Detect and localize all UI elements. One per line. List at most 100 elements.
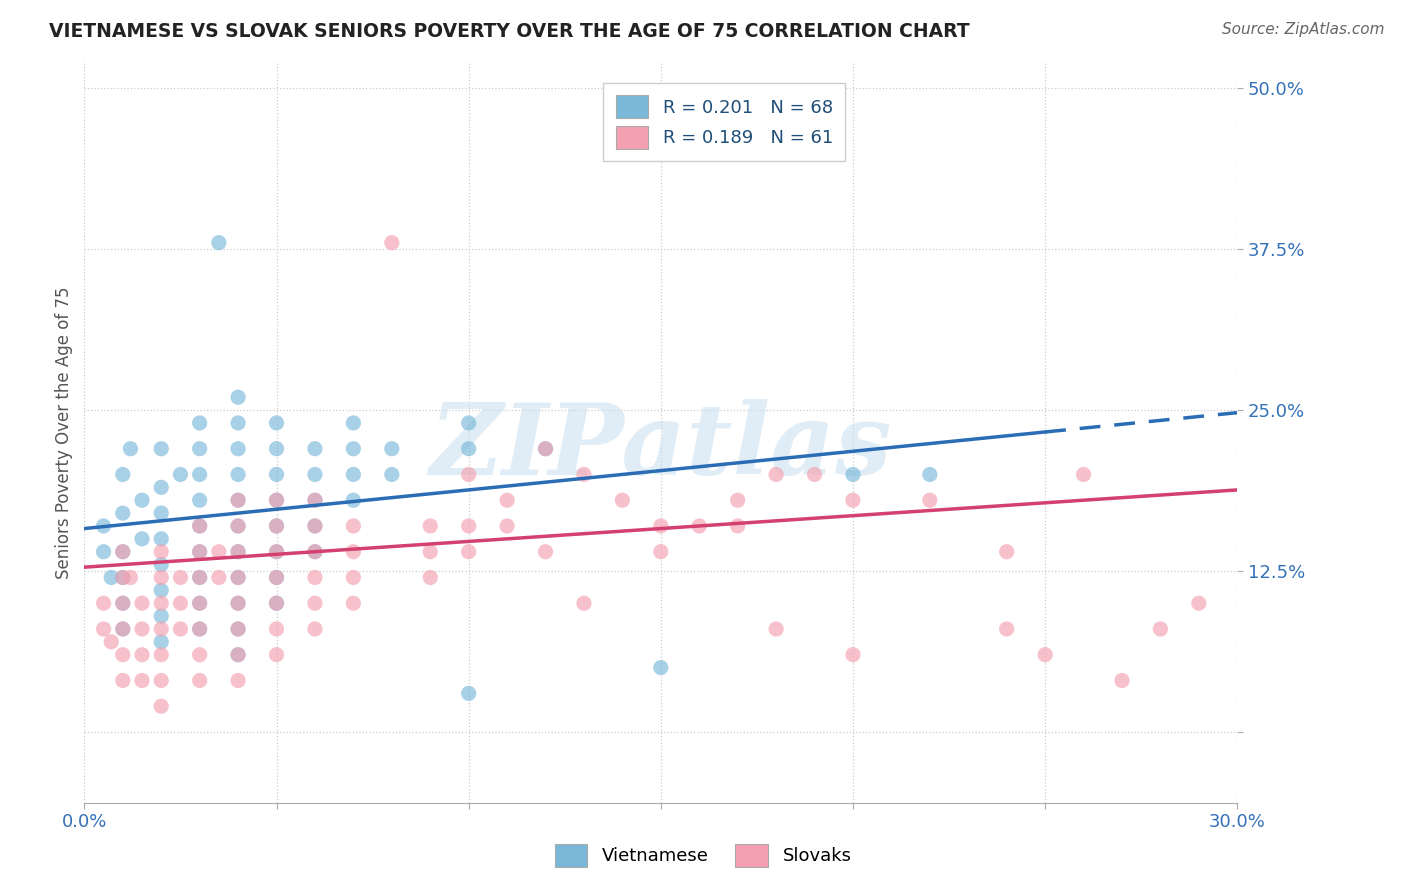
Point [419,570,441,584]
Point [226,545,249,559]
Text: Source: ZipAtlas.com: Source: ZipAtlas.com [1222,22,1385,37]
Point [226,493,249,508]
Point [803,467,825,482]
Point [304,622,326,636]
Point [496,519,519,533]
Point [150,699,173,714]
Point [150,442,173,456]
Point [266,545,288,559]
Point [111,648,134,662]
Point [266,596,288,610]
Point [131,532,153,546]
Point [150,583,173,598]
Point [150,532,173,546]
Point [342,570,364,584]
Text: ZIPatlas: ZIPatlas [430,400,891,496]
Point [304,596,326,610]
Point [304,545,326,559]
Point [226,622,249,636]
Point [226,442,249,456]
Point [612,493,634,508]
Point [266,570,288,584]
Point [226,596,249,610]
Point [111,467,134,482]
Point [111,622,134,636]
Point [304,442,326,456]
Point [457,467,479,482]
Point [381,467,404,482]
Point [342,467,364,482]
Point [111,570,134,584]
Point [226,493,249,508]
Point [457,442,479,456]
Point [188,570,211,584]
Point [457,545,479,559]
Point [111,570,134,584]
Point [169,570,191,584]
Point [842,648,865,662]
Point [188,493,211,508]
Point [266,416,288,430]
Point [131,493,153,508]
Point [1149,622,1171,636]
Point [208,570,231,584]
Point [342,416,364,430]
Point [169,622,191,636]
Legend: R = 0.201   N = 68, R = 0.189   N = 61: R = 0.201 N = 68, R = 0.189 N = 61 [603,83,845,161]
Point [266,519,288,533]
Point [419,519,441,533]
Point [188,519,211,533]
Point [188,596,211,610]
Point [688,519,710,533]
Point [765,622,787,636]
Point [131,596,153,610]
Point [266,545,288,559]
Point [342,519,364,533]
Point [150,648,173,662]
Point [188,570,211,584]
Point [111,506,134,520]
Point [226,648,249,662]
Point [226,390,249,404]
Point [727,493,749,508]
Point [226,622,249,636]
Point [226,519,249,533]
Point [131,622,153,636]
Point [111,596,134,610]
Point [226,570,249,584]
Point [120,570,142,584]
Point [188,596,211,610]
Point [226,545,249,559]
Point [169,596,191,610]
Point [534,442,557,456]
Point [150,480,173,494]
Point [266,570,288,584]
Point [342,493,364,508]
Point [188,442,211,456]
Point [266,467,288,482]
Point [150,558,173,572]
Point [995,545,1018,559]
Point [727,519,749,533]
Point [150,570,173,584]
Point [188,519,211,533]
Point [188,622,211,636]
Point [188,673,211,688]
Point [534,442,557,456]
Point [188,545,211,559]
Point [1033,648,1056,662]
Point [266,648,288,662]
Point [304,570,326,584]
Point [419,545,441,559]
Point [765,467,787,482]
Point [650,519,672,533]
Point [650,545,672,559]
Point [111,545,134,559]
Point [266,622,288,636]
Point [93,519,115,533]
Point [266,493,288,508]
Point [150,596,173,610]
Point [266,493,288,508]
Point [131,673,153,688]
Point [131,648,153,662]
